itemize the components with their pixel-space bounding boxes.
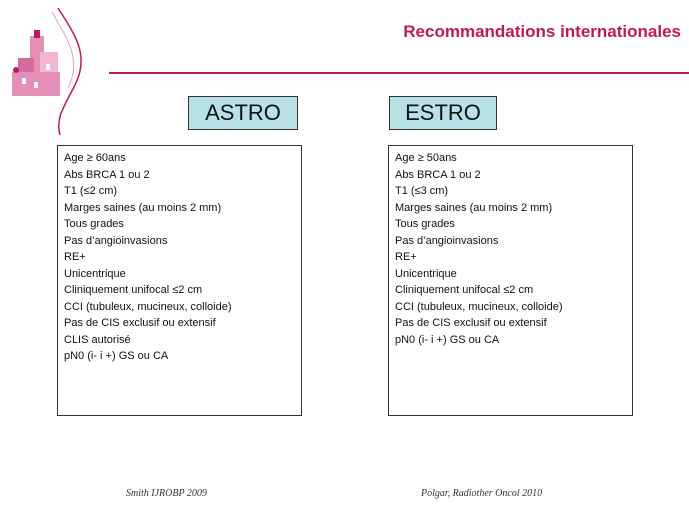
estro-label: ESTRO: [389, 96, 497, 130]
criteria-item: Pas d’angioinvasions: [395, 234, 499, 247]
estro-criteria-list: Age ≥ 50ans Abs BRCA 1 ou 2 T1 (≤3 cm) M…: [395, 150, 626, 348]
criteria-item: Pas de CIS exclusif ou extensif: [395, 317, 547, 329]
criteria-item: Unicentrique: [395, 267, 457, 280]
astro-criteria-list: Age ≥ 60ans Abs BRCA 1 ou 2 T1 (≤2 cm) M…: [64, 150, 295, 365]
criteria-item: Abs BRCA 1 ou 2: [64, 168, 150, 181]
criteria-item: pN0 (i- i +) GS ou CA: [64, 350, 169, 362]
criteria-item: Tous grades: [395, 218, 455, 230]
criteria-item: Tous grades: [64, 218, 124, 230]
title-underline: [109, 72, 689, 74]
criteria-item: Cliniquement unifocal ≤2 cm: [64, 284, 203, 296]
criteria-item: Pas d’angioinvasions: [64, 234, 168, 247]
criteria-item: CLIS autorisé: [64, 333, 131, 346]
estro-criteria-box: Age ≥ 50ans Abs BRCA 1 ou 2 T1 (≤3 cm) M…: [388, 145, 633, 416]
criteria-item: Abs BRCA 1 ou 2: [395, 168, 481, 181]
criteria-item: Pas de CIS exclusif ou extensif: [64, 317, 216, 329]
criteria-item: Age ≥ 60ans: [64, 152, 126, 164]
criteria-item: T1 (≤3 cm): [395, 185, 449, 197]
criteria-item: pN0 (i- i +) GS ou CA: [395, 333, 500, 346]
criteria-item: Marges saines (au moins 2 mm): [395, 201, 553, 214]
astro-criteria-box: Age ≥ 60ans Abs BRCA 1 ou 2 T1 (≤2 cm) M…: [57, 145, 302, 416]
criteria-item: Marges saines (au moins 2 mm): [64, 201, 222, 214]
estro-reference: Polgar, Radiother Oncol 2010: [421, 488, 543, 499]
criteria-item: Cliniquement unifocal ≤2 cm: [395, 284, 534, 296]
criteria-item: T1 (≤2 cm): [64, 185, 118, 197]
astro-reference: Smith IJROBP 2009: [126, 488, 207, 499]
astro-label: ASTRO: [188, 96, 298, 130]
page-title: Recommandations internationales: [403, 22, 681, 41]
criteria-item: CCI (tubuleux, mucineux, colloide): [64, 300, 232, 313]
criteria-item: Age ≥ 50ans: [395, 152, 457, 164]
criteria-item: RE+: [64, 251, 86, 263]
criteria-item: CCI (tubuleux, mucineux, colloide): [395, 300, 563, 313]
criteria-item: RE+: [395, 251, 417, 263]
castle-logo: [0, 0, 110, 140]
criteria-item: Unicentrique: [64, 267, 126, 280]
